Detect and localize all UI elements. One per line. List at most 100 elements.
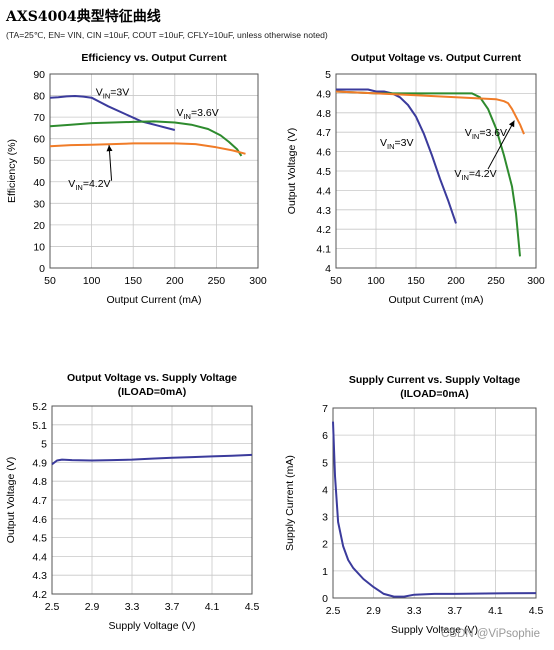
chart-title: Output Voltage vs. Supply Voltage <box>67 372 237 384</box>
watermark: CSDN @ViPsophie <box>440 628 540 640</box>
y-tick-label: 1 <box>322 566 328 578</box>
y-tick-label: 5.2 <box>32 401 47 413</box>
series-annotation: VIN=3V <box>96 87 130 101</box>
y-axis-label: Efficiency (%) <box>6 139 18 203</box>
chart-title: Supply Current vs. Supply Voltage <box>349 374 520 386</box>
x-tick-label: 100 <box>83 275 101 287</box>
x-tick-label: 250 <box>208 275 226 287</box>
series-annotation: VIN=3.6V <box>176 107 218 121</box>
x-tick-label: 4.5 <box>529 605 544 617</box>
y-tick-label: 4.6 <box>316 147 331 159</box>
y-axis-label: Supply Current (mA) <box>284 455 296 551</box>
y-tick-label: 0 <box>39 263 45 275</box>
y-tick-label: 4.7 <box>32 495 47 507</box>
arrow-head <box>508 120 515 128</box>
x-tick-label: 250 <box>487 275 505 287</box>
x-tick-label: 3.3 <box>125 601 140 613</box>
series-annotation: VIN=3V <box>380 137 414 151</box>
output-voltage-vs-output-current-chart: Output Voltage vs. Output Current 50 100 15… <box>286 52 545 306</box>
plot-frame <box>49 73 259 269</box>
y-tick-label: 4.8 <box>32 476 47 488</box>
y-tick-label: 7 <box>322 403 328 415</box>
x-axis-label: Output Current (mA) <box>106 294 201 306</box>
y-tick-label: 0 <box>322 593 328 605</box>
x-axis-label: Supply Voltage (V) <box>391 624 478 636</box>
supply-current-vs-supply-voltage-chart: Supply Current vs. Supply Voltage (ILOAD=… <box>284 374 544 636</box>
y-tick-label: 4.1 <box>316 244 331 256</box>
y-tick-label: 4.5 <box>32 533 47 545</box>
plot-frame <box>332 407 537 599</box>
y-tick-label: 4.3 <box>316 205 331 217</box>
y-tick-label: 5 <box>41 439 47 451</box>
arrow-head <box>106 145 113 152</box>
y-axis-label: Output Voltage (V) <box>286 128 298 214</box>
y-tick-label: 4.7 <box>316 127 331 139</box>
series-line-3 <box>335 90 525 135</box>
series-annotation: VIN=4.2V <box>68 178 110 192</box>
y-tick-label: 4.8 <box>316 108 331 120</box>
x-tick-label: 3.7 <box>165 601 180 613</box>
series-annotation: VIN=4.2V <box>454 168 496 182</box>
y-tick-label: 5 <box>322 457 328 469</box>
x-axis-label: Output Current (mA) <box>388 294 483 306</box>
series-line-2 <box>49 120 243 157</box>
x-tick-label: 300 <box>527 275 545 287</box>
y-tick-label: 4.2 <box>32 589 47 601</box>
x-tick-label: 150 <box>124 275 142 287</box>
x-tick-label: 200 <box>166 275 184 287</box>
series-line-1 <box>51 453 253 466</box>
x-tick-label: 4.1 <box>488 605 503 617</box>
x-tick-label: 50 <box>330 275 342 287</box>
x-tick-label: 3.7 <box>447 605 462 617</box>
y-tick-label: 4.5 <box>316 166 331 178</box>
y-tick-label: 4.6 <box>32 514 47 526</box>
y-tick-label: 6 <box>322 430 328 442</box>
x-axis-label: Supply Voltage (V) <box>109 620 196 632</box>
output-voltage-vs-supply-voltage-chart: Output Voltage vs. Supply Voltage (ILOAD=… <box>5 372 260 632</box>
page-subtitle: (TA=25℃, EN= VIN, CIN =10uF, COUT =10uF,… <box>6 30 328 40</box>
y-tick-label: 10 <box>33 241 45 253</box>
plot-frame <box>51 405 253 595</box>
y-axis-label: Output Voltage (V) <box>5 457 17 543</box>
y-tick-label: 70 <box>33 112 45 124</box>
x-tick-label: 100 <box>367 275 385 287</box>
series-line-3 <box>49 142 246 155</box>
x-tick-label: 300 <box>249 275 267 287</box>
y-tick-label: 2 <box>322 539 328 551</box>
y-tick-label: 4.4 <box>32 551 47 563</box>
plot-frame <box>335 73 537 269</box>
y-tick-label: 4.3 <box>32 570 47 582</box>
y-tick-label: 5 <box>325 69 331 81</box>
series-line-1 <box>332 421 537 598</box>
y-tick-label: 60 <box>33 134 45 146</box>
chart-title: Efficiency vs. Output Current <box>81 52 227 64</box>
y-tick-label: 50 <box>33 155 45 167</box>
y-tick-label: 5.1 <box>32 420 47 432</box>
annotation-arrow <box>487 120 515 170</box>
y-tick-label: 90 <box>33 69 45 81</box>
x-tick-label: 4.1 <box>205 601 220 613</box>
series-line-1 <box>336 88 457 224</box>
page-title: AXS4004典型特征曲线 <box>6 9 161 25</box>
y-tick-label: 4.9 <box>316 88 331 100</box>
y-tick-label: 4 <box>322 484 328 496</box>
y-tick-label: 40 <box>33 177 45 189</box>
y-tick-label: 4 <box>325 263 331 275</box>
y-tick-label: 4.4 <box>316 185 331 197</box>
x-tick-label: 2.5 <box>326 605 341 617</box>
x-tick-label: 3.3 <box>407 605 422 617</box>
y-tick-label: 30 <box>33 198 45 210</box>
x-tick-label: 150 <box>407 275 425 287</box>
series-line-2 <box>335 90 521 257</box>
x-tick-label: 4.5 <box>245 601 260 613</box>
y-tick-label: 3 <box>322 512 328 524</box>
chart-title: Output Voltage vs. Output Current <box>351 52 522 64</box>
y-tick-label: 80 <box>33 91 45 103</box>
y-tick-label: 4.9 <box>32 457 47 469</box>
chart-subtitle: (ILOAD=0mA) <box>118 386 187 398</box>
x-tick-label: 2.9 <box>366 605 381 617</box>
x-tick-label: 2.9 <box>85 601 100 613</box>
y-tick-label: 4.2 <box>316 224 331 236</box>
x-tick-label: 200 <box>447 275 465 287</box>
